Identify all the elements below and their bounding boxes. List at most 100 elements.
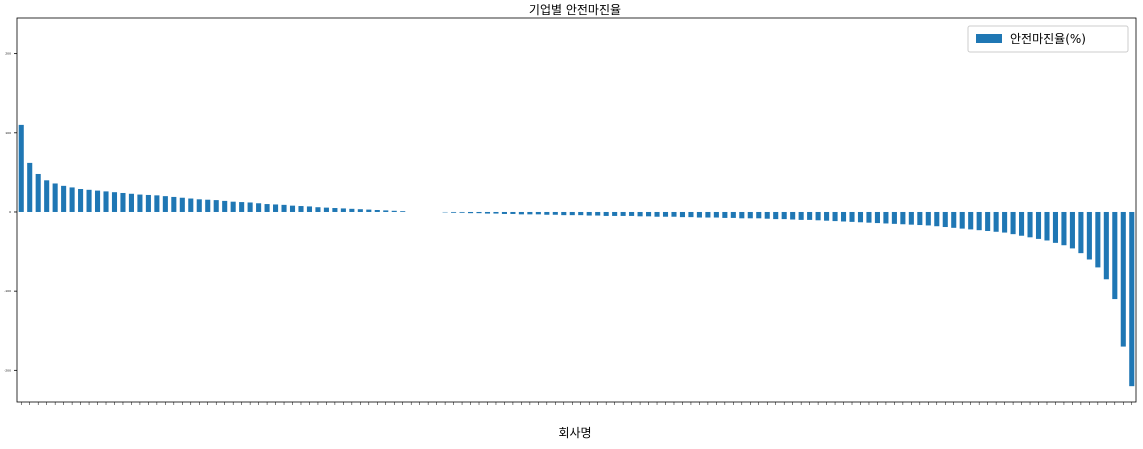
bar [103,191,108,212]
bar [188,199,193,212]
bar [561,212,566,215]
bar [180,198,185,212]
bar [1061,212,1066,245]
bar [968,212,973,229]
bar [78,189,83,212]
bar [994,212,999,232]
bar [638,212,643,216]
bar [671,212,676,217]
bar [27,163,32,212]
bar [112,192,117,212]
bar [960,212,965,229]
bar [383,210,388,212]
bar [298,206,303,212]
y-tick-label: 100 [5,131,11,135]
bar [934,212,939,226]
bar [19,125,24,212]
bar [163,196,168,212]
legend: 안전마진율(%) [968,26,1128,52]
bar [1011,212,1016,234]
bar [739,212,744,218]
bar [536,212,541,214]
bar [1053,212,1058,243]
bar [1019,212,1024,236]
bar [1087,212,1092,260]
bar [621,212,626,216]
bar [654,212,659,217]
bar [239,202,244,212]
bar [358,209,363,212]
bar [977,212,982,230]
bar [137,195,142,212]
bar [375,210,380,212]
bar [146,195,151,212]
bar [816,212,821,220]
chart-title: 기업별 안전마진율 [529,3,621,17]
bar [841,212,846,222]
bar [281,205,286,212]
bar [790,212,795,220]
bar [799,212,804,220]
bar [900,212,905,224]
bar [87,190,92,212]
bar [756,212,761,218]
bar [332,208,337,212]
bar [1002,212,1007,233]
bar [171,197,176,212]
legend-swatch [976,34,1002,43]
bar [493,212,498,214]
bar [53,183,58,212]
bar [392,211,397,212]
bar [1112,212,1117,299]
bar [663,212,668,217]
bar [544,212,549,215]
bar [154,195,159,212]
y-tick-label: -200 [4,368,11,372]
bar [502,212,507,214]
bar [697,212,702,218]
bar [366,210,371,212]
bar [892,212,897,224]
bar [765,212,770,219]
bar [214,200,219,212]
bar [460,212,465,213]
bar [943,212,948,227]
bar [985,212,990,231]
bar [782,212,787,219]
bar [1027,212,1032,237]
bar [748,212,753,218]
bar [926,212,931,225]
bar [273,204,278,212]
bar [315,207,320,212]
bar [36,174,41,212]
bar [705,212,710,218]
bar [324,208,329,212]
bar [44,180,49,212]
bar [688,212,693,217]
bar [307,206,312,212]
y-tick-label: 0 [9,210,11,214]
bar [587,212,592,216]
bar [858,212,863,222]
bar [231,202,236,212]
bar [129,194,134,212]
bar [849,212,854,222]
bar [578,212,583,215]
bar [595,212,600,216]
bar [248,202,253,212]
bar [1104,212,1109,279]
bar [807,212,812,220]
y-tick-label: 200 [5,52,11,56]
bar [714,212,719,218]
bar [833,212,838,221]
bar [95,191,100,212]
bar [570,212,575,215]
bar [197,199,202,212]
bar [1121,212,1126,347]
bar [917,212,922,225]
bar [205,200,210,212]
bar [1070,212,1075,248]
bar [731,212,736,218]
